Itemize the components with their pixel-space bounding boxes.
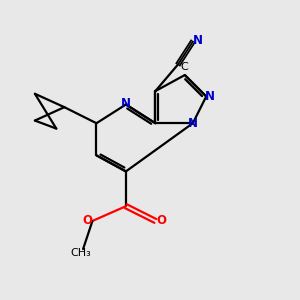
Text: O: O	[156, 214, 166, 227]
Text: N: N	[121, 97, 131, 110]
Text: N: N	[205, 90, 215, 103]
Text: N: N	[188, 117, 198, 130]
Text: CH₃: CH₃	[70, 248, 91, 258]
Text: C: C	[180, 62, 188, 72]
Text: O: O	[82, 214, 93, 227]
Text: N: N	[193, 34, 203, 47]
